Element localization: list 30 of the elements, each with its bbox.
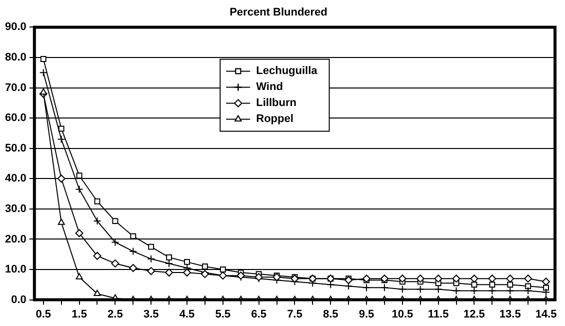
legend-label: Roppel [256, 113, 294, 126]
x-tick-label: 13.5 [499, 308, 521, 320]
x-tick-label: 9.5 [358, 308, 374, 320]
x-tick-label: 8.5 [322, 308, 338, 320]
y-tick-label: 20.0 [4, 233, 26, 246]
y-tick-label: 0.0 [11, 294, 26, 306]
x-tick-label: 0.5 [36, 308, 52, 320]
x-tick-label: 5.5 [215, 308, 231, 320]
y-tick-label: 80.0 [4, 52, 26, 64]
x-tick-label: 4.5 [179, 308, 195, 320]
x-tick-label: 7.5 [287, 308, 302, 320]
x-tick-label: 3.5 [143, 308, 159, 320]
x-tick-label: 2.5 [108, 308, 123, 320]
y-tick-label: 90.0 [4, 21, 26, 34]
x-tick-label: 10.5 [392, 308, 414, 320]
legend-label: Wind [256, 81, 283, 94]
y-tick-label: 40.0 [4, 172, 26, 185]
y-tick-label: 70.0 [4, 82, 26, 94]
x-tick-label: 1.5 [72, 308, 87, 320]
x-tick-label: 14.5 [535, 308, 557, 320]
y-tick-label: 50.0 [4, 142, 26, 154]
x-tick-label: 11.5 [428, 308, 449, 320]
legend-label: Lechuguilla [256, 65, 318, 78]
y-tick-label: 30.0 [4, 202, 26, 215]
x-tick-label: 12.5 [464, 308, 485, 320]
chart-title: Percent Blundered [230, 6, 328, 19]
y-tick-label: 10.0 [4, 264, 26, 276]
legend-label: Lillburn [256, 97, 297, 110]
y-tick-label: 60.0 [4, 112, 26, 124]
x-tick-label: 6.5 [251, 308, 266, 320]
